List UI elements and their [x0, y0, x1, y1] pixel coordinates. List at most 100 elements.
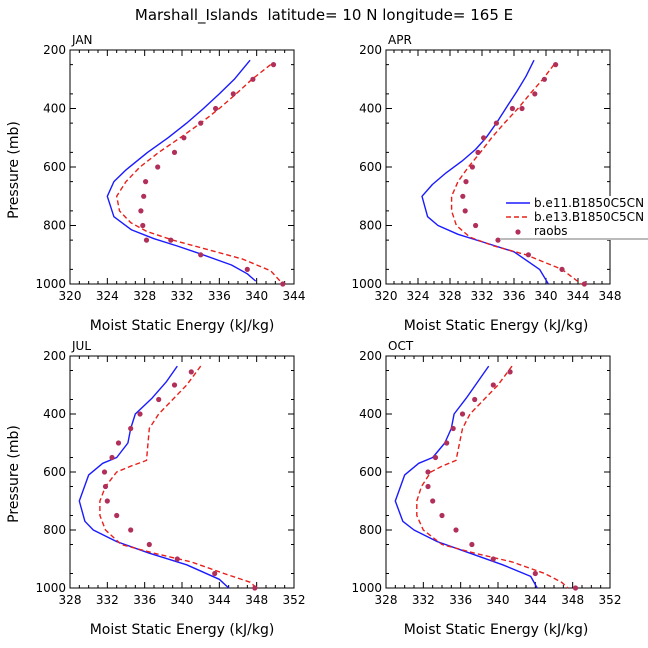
y-tick-labels-oct: 200 400 600 800 1000: [351, 349, 382, 595]
raobs-point: [581, 281, 588, 287]
raobs-point: [128, 527, 134, 533]
raobs-point: [495, 237, 501, 243]
raobs-point: [168, 237, 174, 243]
raobs-point: [128, 425, 134, 432]
x-tick-label: 352: [599, 593, 622, 607]
series-line-model-a-jan: [106, 59, 257, 282]
x-tick-label: 348: [245, 593, 268, 607]
chart-panel-oct: OCT 200 400 600 800 1000 328 332 336 340…: [351, 339, 621, 638]
raobs-point: [460, 193, 466, 199]
raobs-point: [171, 382, 178, 388]
x-tick-label: 352: [283, 593, 306, 607]
x-tick-label: 320: [59, 289, 82, 303]
x-tick-label: 340: [245, 289, 268, 303]
y-tick-label: 400: [43, 102, 66, 116]
raobs-point: [213, 105, 219, 112]
raobs-point: [559, 266, 565, 272]
x-tick-label: 320: [375, 289, 398, 303]
x-tick-label: 336: [503, 289, 526, 303]
y-tick-label: 600: [359, 465, 382, 479]
raobs-point: [473, 222, 479, 229]
x-tick-label: 336: [449, 593, 472, 607]
y-tick-label: 400: [43, 407, 66, 421]
x-axis-label-oct: Moist Static Energy (kJ/kg): [404, 622, 589, 638]
raobs-point: [553, 62, 559, 68]
x-tick-labels-jul: 328 332 336 340 344 348 352: [59, 593, 306, 607]
y-tick-label: 800: [359, 219, 382, 233]
x-axis-label-jul: Moist Static Energy (kJ/kg): [90, 622, 275, 638]
raobs-point: [444, 440, 450, 446]
x-tick-label: 340: [535, 289, 558, 303]
x-tick-label: 324: [407, 289, 430, 303]
chart-panel-apr: APR 200 400 600 800 1000 320 324 328 332…: [351, 33, 621, 334]
y-tick-label: 1000: [351, 581, 382, 595]
raobs-point: [102, 483, 109, 490]
raobs-point: [270, 62, 277, 68]
series-line-model-b-jan: [115, 64, 284, 285]
series-line-model-a-oct: [394, 365, 538, 589]
y-tick-label: 200: [359, 43, 382, 57]
x-tick-label: 324: [96, 289, 119, 303]
y-tick-label: 200: [43, 349, 66, 363]
y-tick-labels-jan: 200 400 600 800 1000: [35, 43, 66, 291]
raobs-point: [525, 252, 532, 258]
raobs-point: [462, 208, 468, 214]
panel-title-apr: APR: [388, 33, 412, 47]
legend-label-model-b: b.e13.B1850C5CN: [534, 210, 644, 224]
series-line-model-b-jul: [99, 365, 258, 589]
raobs-point: [490, 382, 496, 388]
raobs-point: [156, 396, 162, 403]
raobs-point: [252, 585, 258, 591]
y-tick-label: 800: [359, 523, 382, 537]
y-axis-label-jul: Pressure (mb): [6, 425, 22, 523]
raobs-point: [171, 149, 178, 155]
raobs-point: [453, 527, 459, 533]
raobs-point: [507, 369, 513, 375]
raobs-point: [114, 512, 120, 519]
raobs-point: [115, 440, 122, 446]
raobs-point: [250, 76, 256, 82]
raobs-point: [472, 396, 478, 403]
raobs-point: [463, 179, 469, 185]
series-line-model-a-apr: [421, 59, 549, 285]
raobs-point: [481, 135, 487, 141]
y-tick-label: 600: [43, 465, 66, 479]
series-line-model-b-apr: [450, 64, 582, 285]
raobs-point: [541, 76, 548, 82]
y-tick-label: 1000: [351, 277, 382, 291]
panel-title-jul: JUL: [71, 339, 91, 353]
x-tick-label: 336: [133, 593, 156, 607]
y-tick-label: 400: [359, 102, 382, 116]
x-tick-label: 332: [412, 593, 435, 607]
y-tick-label: 600: [359, 160, 382, 174]
y-tick-label: 800: [43, 219, 66, 233]
x-axis-label-apr: Moist Static Energy (kJ/kg): [404, 318, 589, 334]
figure-title: Marshall_Islands latitude= 10 N longitud…: [135, 6, 513, 25]
raobs-point: [101, 469, 108, 475]
raobs-point: [230, 91, 236, 97]
raobs-point: [425, 483, 431, 490]
raobs-point: [280, 281, 286, 287]
y-axis-label-jan: Pressure (mb): [6, 121, 22, 219]
raobs-point: [104, 498, 110, 504]
raobs-point: [469, 164, 475, 170]
raobs-point: [137, 411, 143, 417]
raobs-point: [493, 120, 499, 126]
raobs-point: [532, 570, 538, 577]
x-tick-label: 328: [439, 289, 462, 303]
x-tick-label: 344: [208, 593, 231, 607]
x-tick-label: 340: [487, 593, 510, 607]
raobs-point: [244, 266, 250, 272]
chart-panel-jan: JAN 200 400 600 800 1000 320 324 328 332…: [6, 33, 305, 334]
y-tick-labels-apr: 200 400 600 800 1000: [351, 43, 382, 291]
x-tick-label: 328: [375, 593, 398, 607]
raobs-point: [143, 179, 149, 185]
chart-panel-jul: JUL 200 400 600 800 1000 328 332 336 340…: [6, 339, 305, 638]
x-tick-labels-jan: 320 324 328 332 336 340 344: [59, 289, 306, 303]
raobs-point: [174, 556, 180, 562]
y-tick-label: 600: [43, 160, 66, 174]
panel-title-jan: JAN: [71, 33, 93, 47]
raobs-point: [140, 222, 146, 229]
panel-title-oct: OCT: [388, 339, 414, 353]
